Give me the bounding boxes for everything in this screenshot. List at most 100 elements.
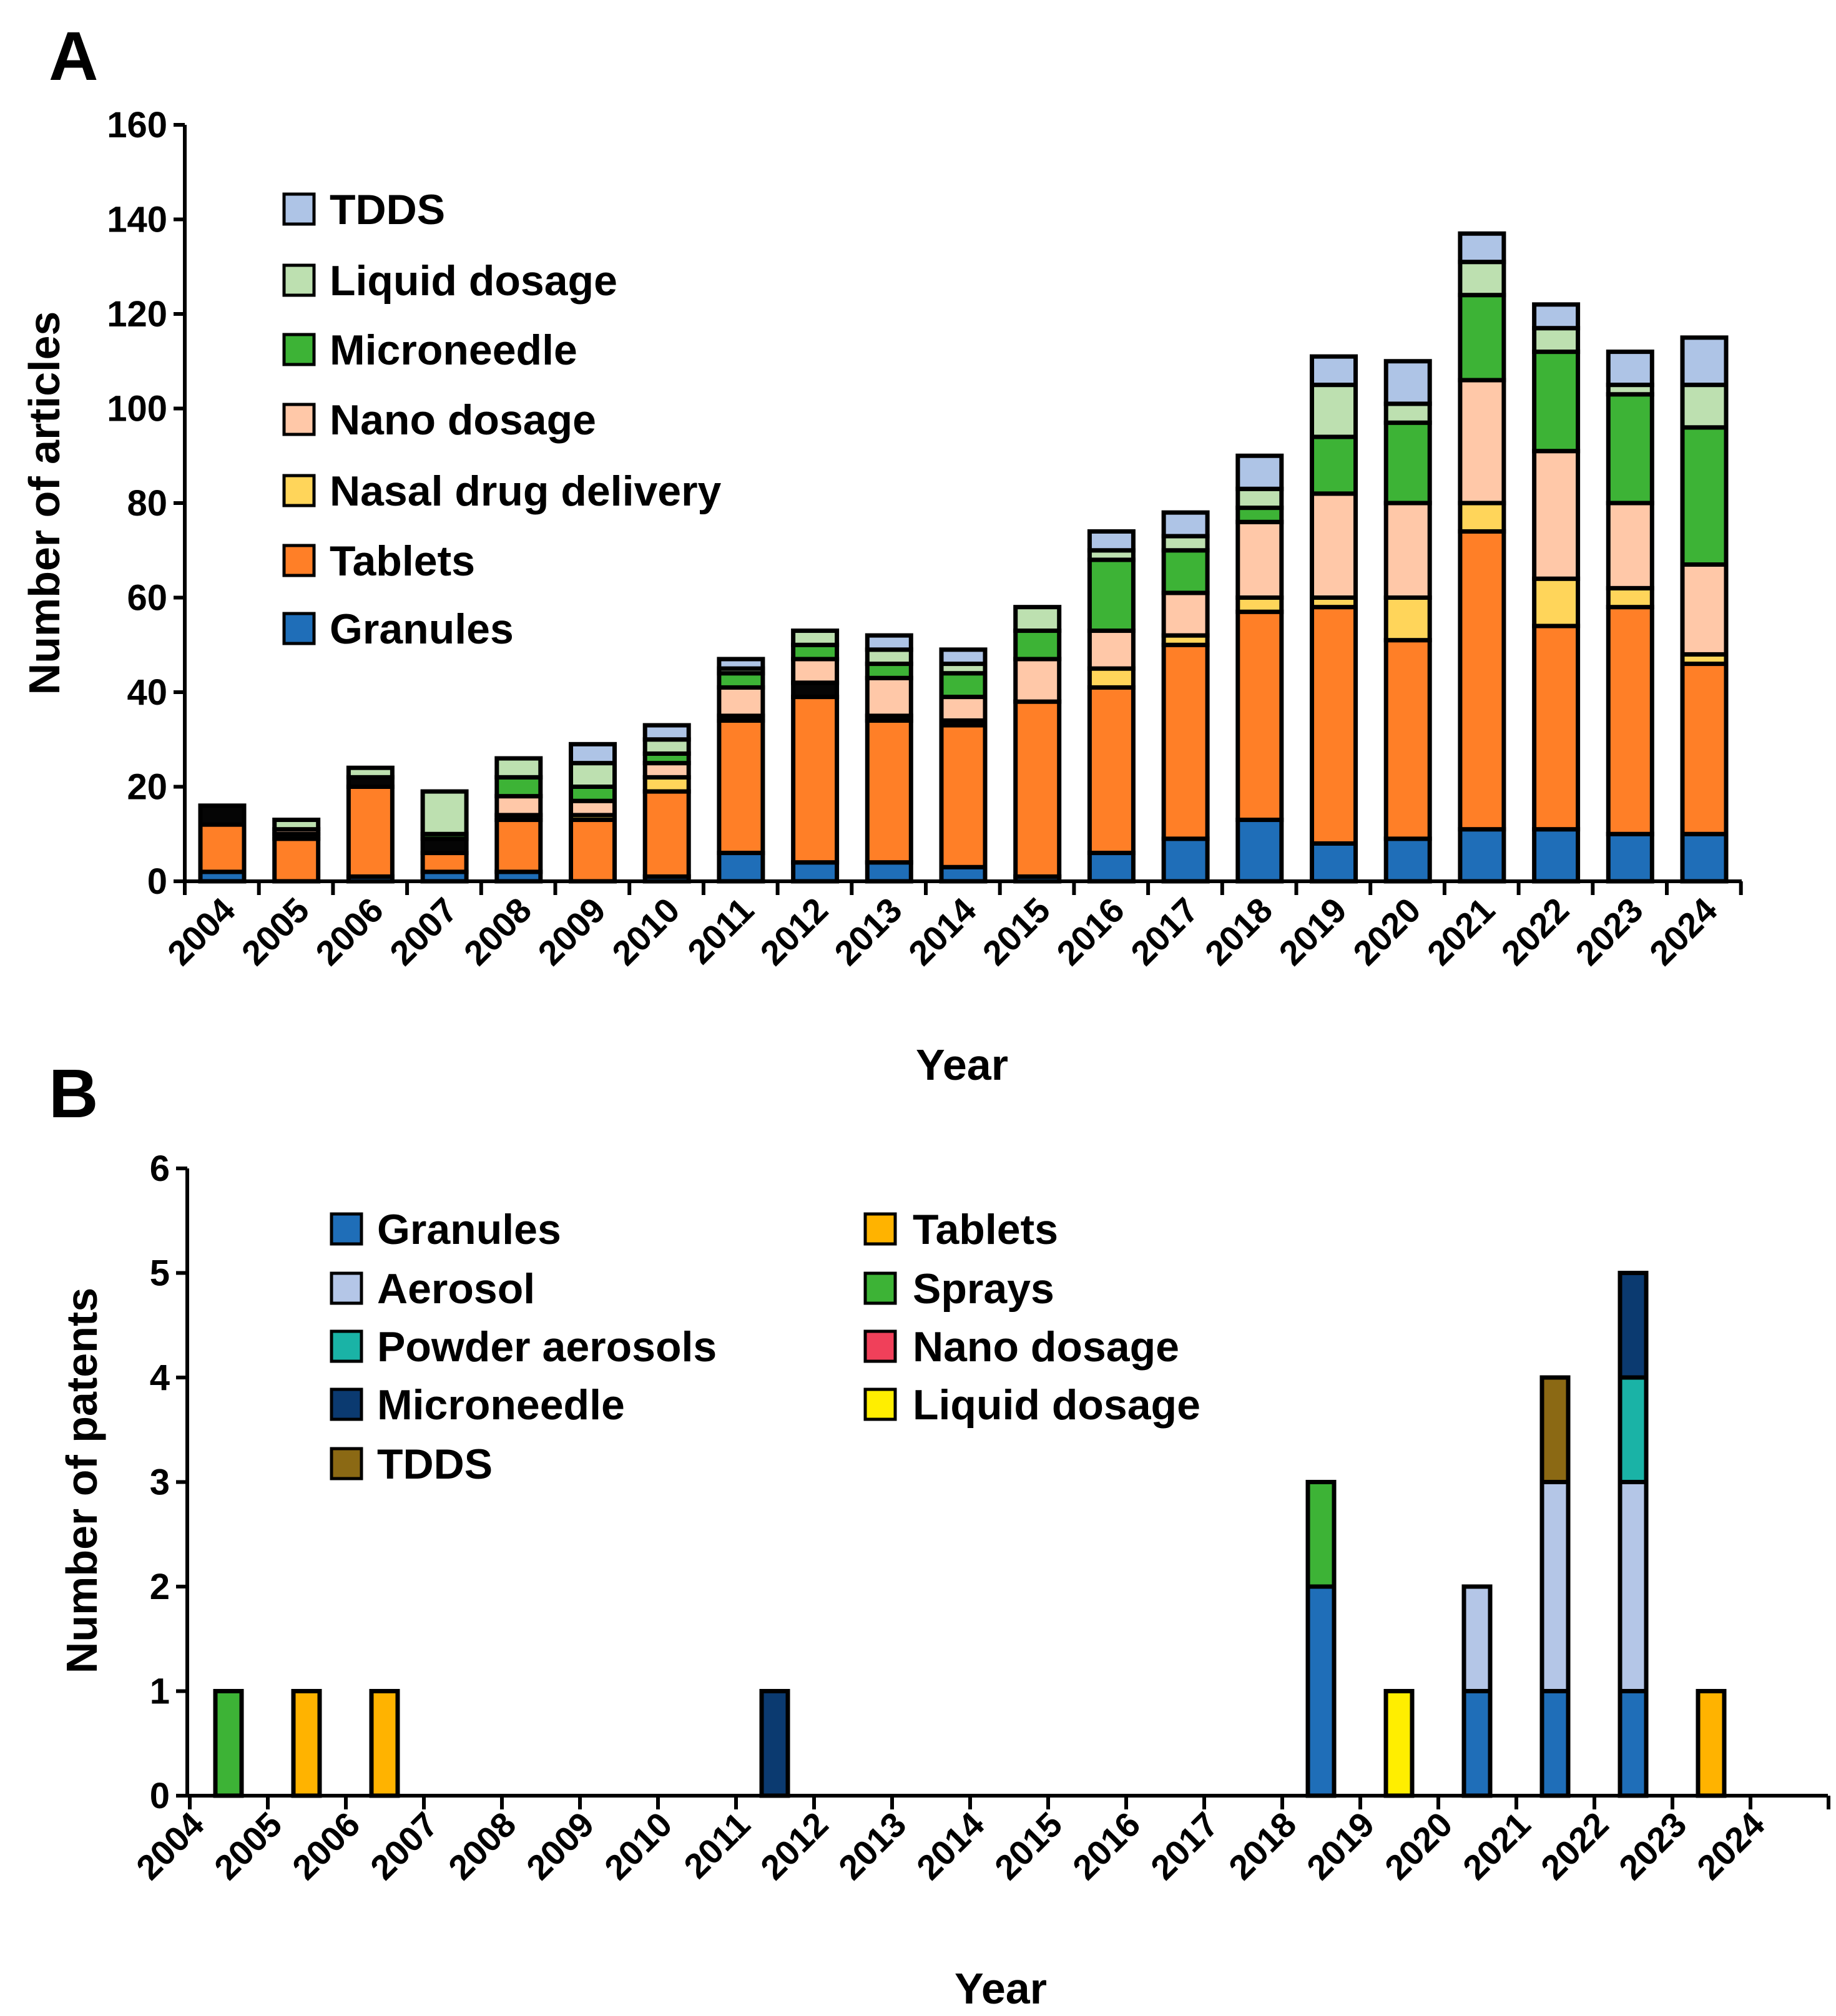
- bar-segment-tablets: [1310, 605, 1358, 846]
- x-axis-title-a: Year: [916, 1040, 1008, 1089]
- bar-segment-microneedle: [1013, 629, 1062, 662]
- x-tick-label: 2019: [1299, 1804, 1382, 1887]
- bar-segment-tablets: [272, 836, 321, 884]
- bar-segment-nano-dosage: [1383, 501, 1432, 600]
- bar-segment-microneedle: [1087, 557, 1136, 634]
- panel-label-b: B: [49, 1055, 98, 1132]
- bar-segment-tdds: [717, 657, 765, 671]
- bar-segment-nasal-drug-delivery: [1532, 576, 1581, 629]
- bar-segment-nano-dosage: [1161, 590, 1210, 638]
- legend-swatch: [330, 1271, 363, 1305]
- bar-segment-liquid-dosage: [1013, 605, 1062, 634]
- x-tick-label: 2018: [1221, 1804, 1304, 1887]
- bar-segment-liquid-dosage: [1458, 260, 1506, 298]
- legend-label: Nano dosage: [330, 396, 596, 444]
- x-tick-label: 2020: [1377, 1804, 1460, 1887]
- bar-segment-liquid-dosage: [1310, 383, 1358, 439]
- x-tick-label: 2009: [530, 890, 613, 973]
- y-tick-label: 120: [107, 294, 167, 335]
- bar-segment-granules: [1532, 827, 1581, 884]
- bar-segment-tdds: [569, 741, 617, 766]
- x-tick-label: 2005: [207, 1804, 290, 1887]
- y-tick-label: 6: [150, 1148, 170, 1189]
- bar-segment-liquid-dosage: [1383, 1689, 1415, 1798]
- legend-label: Powder aerosols: [377, 1323, 717, 1371]
- x-tick-label: 2020: [1345, 890, 1428, 973]
- bar-segment-tablets: [198, 822, 247, 874]
- bar-segment-tablets: [1680, 662, 1729, 836]
- bar-segment-tdds: [1458, 231, 1506, 265]
- y-tick-label: 3: [150, 1462, 170, 1503]
- bar-segment-tablets: [642, 789, 691, 879]
- legend-label: Sprays: [913, 1265, 1054, 1313]
- bar-segment-nano-dosage: [1532, 449, 1581, 581]
- bar-segment-liquid-dosage: [346, 765, 395, 780]
- bar-segment-granules: [1161, 836, 1210, 884]
- bar-segment-microneedle: [1161, 548, 1210, 595]
- legend-swatch: [282, 263, 316, 297]
- x-tick-label: 2006: [308, 890, 391, 973]
- legend-swatch: [330, 1447, 363, 1480]
- bar-segment-liquid-dosage: [1532, 326, 1581, 355]
- bar-segment-nano-dosage: [1235, 519, 1284, 600]
- y-tick-label: 5: [150, 1253, 170, 1294]
- bar-segment-liquid-dosage: [569, 761, 617, 789]
- bar-segment-granules: [1383, 836, 1432, 884]
- x-tick-label: 2015: [975, 890, 1058, 973]
- bar-segment-microneedle: [494, 775, 543, 799]
- x-tick-label: 2008: [456, 890, 539, 973]
- x-tick-label: 2023: [1568, 890, 1651, 973]
- y-tick-label: 4: [150, 1358, 170, 1398]
- bar-segment-granules: [865, 860, 913, 884]
- bar-segment-microneedle: [1532, 350, 1581, 454]
- bar-segment-nano-dosage: [1680, 562, 1729, 657]
- bar-segment-nano-dosage: [939, 695, 988, 723]
- bar-segment-tdds: [1235, 453, 1284, 491]
- bar-segment-microneedle: [939, 671, 988, 700]
- bar-segment-nano-dosage: [865, 675, 913, 718]
- bar-segment-unlabeled: [198, 803, 247, 827]
- x-tick-label: 2017: [1143, 1804, 1226, 1887]
- y-tick-label: 40: [127, 672, 167, 713]
- bar-segment-granules: [1618, 1689, 1649, 1798]
- y-tick-label: 140: [107, 200, 167, 240]
- bar-segment-tablets: [369, 1689, 400, 1798]
- bar-segment-nano-dosage: [1310, 491, 1358, 600]
- bar-segment-microneedle: [1458, 293, 1506, 383]
- bar-segment-microneedle: [1606, 392, 1654, 506]
- legend-label: Aerosol: [377, 1265, 535, 1313]
- x-tick-label: 2016: [1049, 890, 1132, 973]
- y-tick-label: 20: [127, 767, 167, 808]
- legend-swatch: [330, 1212, 363, 1246]
- legend-swatch: [282, 192, 316, 226]
- legend-label: TDDS: [377, 1441, 493, 1488]
- bar-segment-tablets: [346, 785, 395, 879]
- bar-segment-tablets: [1087, 685, 1136, 856]
- bar-segment-tablets: [420, 851, 469, 874]
- legend-swatch: [330, 1387, 363, 1421]
- legend-swatch: [863, 1329, 897, 1363]
- x-tick-label: 2007: [382, 890, 465, 973]
- bar-segment-nasal-drug-delivery: [1087, 666, 1136, 690]
- x-tick-label: 2004: [129, 1804, 212, 1887]
- bar-segment-granules: [1458, 827, 1506, 884]
- bar-segment-tdds: [1606, 350, 1654, 388]
- legend-label: TDDS: [330, 186, 445, 233]
- bar-segment-tablets: [1458, 529, 1506, 832]
- bar-segment-microneedle: [1383, 420, 1432, 506]
- bar-segment-nano-dosage: [1458, 378, 1506, 506]
- bar-segment-tablets: [291, 1689, 322, 1798]
- legend-swatch: [282, 333, 316, 366]
- bar-segment-nasal-drug-delivery: [1458, 501, 1506, 534]
- x-tick-label: 2024: [1642, 890, 1725, 973]
- bar-segment-microneedle: [1310, 434, 1358, 496]
- bar-segment-liquid-dosage: [272, 818, 321, 832]
- legend-swatch: [330, 1329, 363, 1363]
- legend-swatch: [282, 612, 316, 645]
- x-tick-label: 2017: [1123, 890, 1206, 973]
- x-tick-label: 2024: [1689, 1804, 1772, 1887]
- bar-segment-liquid-dosage: [494, 756, 543, 780]
- bar-segment-tdds: [1539, 1375, 1571, 1484]
- bar-segment-microneedle: [1680, 425, 1729, 567]
